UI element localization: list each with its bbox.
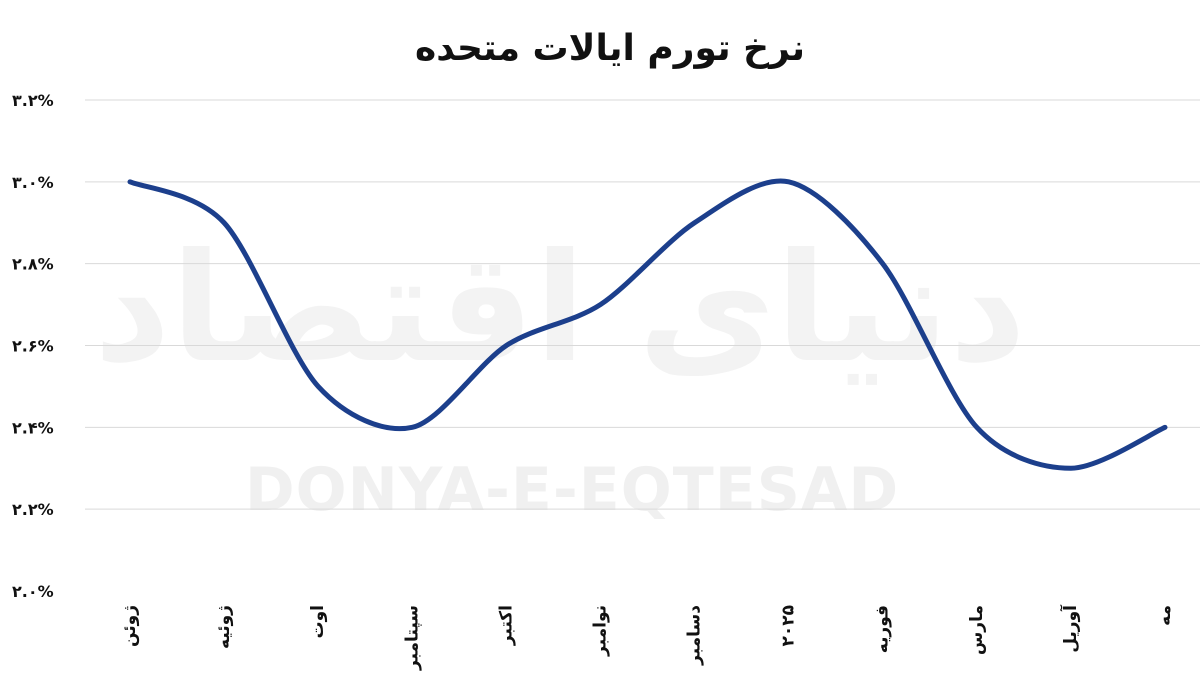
y-tick-label: ۲.۴%: [12, 418, 54, 437]
y-tick-label: ۲.۸%: [12, 255, 54, 274]
x-tick-label: سپتامبر: [402, 605, 422, 671]
x-tick-label: ۲۰۲۵: [779, 605, 799, 647]
x-tick-label: فوریه: [873, 605, 893, 653]
x-tick-label: اکتبر: [496, 605, 516, 646]
y-axis-ticks: ۲.۰% ۲.۲% ۲.۴% ۲.۶% ۲.۸% ۳.۰% ۳.۲%: [12, 91, 54, 601]
series-line: [127, 178, 1168, 471]
x-tick-label: مارس: [967, 605, 987, 655]
y-tick-label: ۳.۲%: [12, 91, 54, 110]
x-tick-label: اوت: [308, 605, 328, 638]
gridlines: [85, 99, 1200, 510]
series-group: [127, 178, 1168, 471]
chart-title: نرخ تورم ایالات متحده: [415, 28, 805, 69]
x-tick-label: نوامبر: [590, 605, 610, 657]
x-tick-label: دسامبر: [685, 605, 705, 666]
x-tick-label: ژوئن: [120, 605, 140, 647]
x-tick-label: آوریل: [1059, 604, 1081, 653]
y-tick-label: ۲.۲%: [12, 500, 54, 519]
y-tick-label: ۲.۰%: [12, 582, 54, 601]
x-tick-label: مه: [1155, 605, 1175, 626]
y-tick-label: ۳.۰%: [12, 173, 54, 192]
watermark-latin: DONYA-E-EQTESAD: [245, 455, 899, 525]
x-axis-ticks: ژوئن ژوئیه اوت سپتامبر اکتبر نوامبر دسامبر ۲۰۲۵…: [120, 604, 1175, 671]
y-tick-label: ۲.۶%: [12, 337, 54, 356]
watermark-script: دنیای اقتصاد: [94, 222, 1027, 396]
x-tick-label: ژوئیه: [214, 605, 234, 649]
